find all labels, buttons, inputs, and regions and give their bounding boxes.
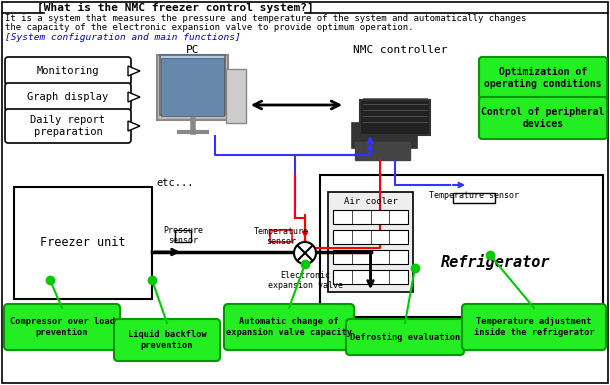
Text: Freezer unit: Freezer unit <box>40 236 126 249</box>
FancyBboxPatch shape <box>462 304 606 350</box>
Text: Compressor over load
prevention: Compressor over load prevention <box>10 317 115 337</box>
FancyBboxPatch shape <box>114 319 220 361</box>
Bar <box>270 230 292 242</box>
FancyBboxPatch shape <box>360 100 430 135</box>
Text: Temperature adjustment
inside the refrigerator: Temperature adjustment inside the refrig… <box>473 317 594 337</box>
Text: NMC controller: NMC controller <box>353 45 447 55</box>
FancyBboxPatch shape <box>479 57 607 99</box>
Text: It is a system that measures the pressure and temperature of the system and auto: It is a system that measures the pressur… <box>5 14 526 23</box>
Bar <box>14 187 152 299</box>
Polygon shape <box>128 66 140 76</box>
FancyBboxPatch shape <box>226 69 246 123</box>
Bar <box>333 250 408 264</box>
Bar <box>333 230 408 244</box>
FancyBboxPatch shape <box>157 55 228 120</box>
Bar <box>320 175 603 317</box>
Text: Defrosting evaluation: Defrosting evaluation <box>350 333 460 341</box>
Text: Air cooler: Air cooler <box>343 198 397 206</box>
Text: Refrigerator: Refrigerator <box>440 254 550 270</box>
Bar <box>333 210 408 224</box>
Text: Temperature sensor: Temperature sensor <box>429 191 519 200</box>
FancyBboxPatch shape <box>479 97 607 139</box>
Text: Daily report
preparation: Daily report preparation <box>30 115 106 137</box>
Bar <box>175 230 191 242</box>
FancyBboxPatch shape <box>5 109 131 143</box>
Text: etc...: etc... <box>156 178 194 188</box>
Text: Pressure
sensor: Pressure sensor <box>163 226 203 245</box>
Text: Monitoring: Monitoring <box>37 66 99 76</box>
Text: Automatic change of
expansion valve capacity: Automatic change of expansion valve capa… <box>226 317 352 337</box>
Bar <box>453 193 495 203</box>
Text: Optimization of
operating conditions: Optimization of operating conditions <box>484 67 601 89</box>
Text: [System configuration and main functions]: [System configuration and main functions… <box>5 33 241 42</box>
Polygon shape <box>128 92 140 102</box>
Bar <box>333 270 408 284</box>
Text: the capacity of the electronic expansion valve to provide optimum operation.: the capacity of the electronic expansion… <box>5 23 414 32</box>
FancyBboxPatch shape <box>161 58 224 116</box>
Text: Control of peripheral
devices: Control of peripheral devices <box>481 107 605 129</box>
Text: Temperature
sensor: Temperature sensor <box>254 227 309 246</box>
Bar <box>328 192 413 292</box>
FancyBboxPatch shape <box>5 57 131 85</box>
Circle shape <box>294 242 316 264</box>
Text: [What is the NMC freezer control system?]: [What is the NMC freezer control system?… <box>37 3 314 13</box>
Text: Electronic
expansion valve: Electronic expansion valve <box>268 271 342 290</box>
Text: PC: PC <box>186 45 199 55</box>
Polygon shape <box>128 121 140 131</box>
FancyBboxPatch shape <box>352 123 417 148</box>
FancyBboxPatch shape <box>160 55 225 115</box>
Text: Graph display: Graph display <box>27 92 109 102</box>
FancyBboxPatch shape <box>4 304 120 350</box>
FancyBboxPatch shape <box>355 142 410 160</box>
FancyBboxPatch shape <box>346 319 464 355</box>
FancyBboxPatch shape <box>5 83 131 111</box>
FancyBboxPatch shape <box>224 304 354 350</box>
Text: Liquid backflow
prevention: Liquid backflow prevention <box>127 330 206 350</box>
